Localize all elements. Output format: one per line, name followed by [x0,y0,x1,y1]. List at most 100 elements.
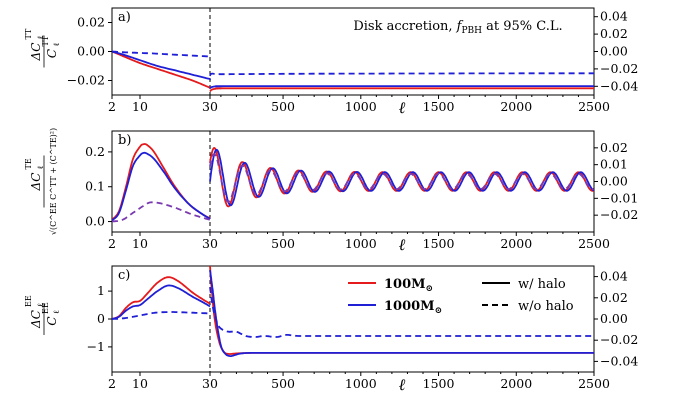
y-tick-label-right: −0.02 [600,61,638,76]
x-axis-label: ℓ [399,375,406,394]
x-tick-label: 10 [132,236,148,251]
y-tick-label-right: −0.04 [600,353,638,368]
series-line-right-3 [209,287,594,338]
x-tick-label: 2 [108,376,116,391]
annotation: Disk accretion, fPBH at 95% C.L. [353,19,562,36]
series-line-left-2 [112,284,211,320]
legend-label-1000: 1000M⊙ [384,299,442,316]
x-tick-label: 2000 [500,376,532,391]
x-tick-label: 2000 [500,99,532,114]
y-tick-label-left: 1 [97,283,105,298]
x-tick-label: 1500 [423,99,455,114]
x-tick-label: 2 [108,99,116,114]
x-tick-label: 2500 [578,236,610,251]
y-tick-label-left: 0.1 [85,179,105,194]
series-group [112,50,594,93]
series-line-right-1 [209,87,594,93]
y-tick-label-right: 0.02 [600,26,628,41]
series-line-right-3 [209,153,594,203]
x-tick-label: 500 [271,236,295,251]
y-label-numerator: ΔC [29,173,43,192]
x-tick-label: 2000 [500,236,532,251]
series-line-right-2 [209,85,594,89]
x-tick-label: 10 [132,99,148,114]
y-tick-label-left: 0 [97,311,105,326]
legend: 100M⊙ 1000M⊙ w/ halo w/o halo [348,277,574,316]
y-label-sub: ℓ [36,36,45,40]
panel-3: c)2 10 30 500 1000 1500 2000 2500ℓ10−10.040.020… [24,265,638,394]
y-tick-label-left: 0.02 [77,15,105,30]
series-group [112,143,594,223]
panel-2: b) 2 10 30 500 1000 1500 2000 2500 ℓ 0.2 0.1 0.0 0.02… [24,128,638,254]
x-tick-label: 2500 [578,376,610,391]
series-line-right-2 [209,148,594,207]
y-tick-label-left: 0.0 [85,214,105,229]
y-tick-label-right: 0.02 [600,140,628,155]
x-tick-label: 30 [202,236,218,251]
legend-sun-1000: ⊙ [435,306,443,316]
panel-label: b) [118,133,131,148]
series-line-right-2 [209,270,594,357]
x-tick-label: 500 [271,376,295,391]
legend-label-100: 100M⊙ [384,277,433,294]
y-tick-label-right: −0.02 [600,207,638,222]
x-tick-label: 30 [202,99,218,114]
x-tick-label: 2 [108,236,116,251]
y-tick-label-right: 0.00 [600,44,628,59]
y-tick-label-left: 0.00 [77,44,105,59]
panel-label: a) [118,10,131,25]
plot-frame [111,130,595,233]
y-label-sub: ℓ [36,303,45,307]
y-label-sup: EE [24,295,33,307]
series-line-right-3 [209,72,594,77]
x-tick-label: 30 [202,376,218,391]
y-tick-label-right: 0.00 [600,311,628,326]
x-tick-label: 1500 [423,236,455,251]
y-axis-label: ΔC TE ℓ √(C^EE C^TT + (C^TE)²) [24,128,58,235]
y-label-den-sub: ℓ [52,310,61,314]
y-tick-label-right: −0.02 [600,332,638,347]
y-label-numerator: ΔC [29,43,43,62]
y-label-sub: ℓ [36,166,45,170]
y-tick-label-left: −1 [87,339,105,354]
x-tick-label: 2500 [578,99,610,114]
x-axis-label: ℓ [399,235,406,254]
x-tick-label: 1000 [345,376,377,391]
y-label-numerator: ΔC [29,310,43,329]
series-group [112,266,594,357]
legend-sun-100: ⊙ [426,284,434,294]
series-line-left-2 [112,151,211,222]
y-tick-label-right: 0.02 [600,290,628,305]
x-tick-label: 1000 [345,99,377,114]
y-tick-label-right: −0.04 [600,78,638,93]
y-tick-label-right: 0.04 [600,9,628,24]
y-label-den-sup: TT [41,35,50,46]
x-tick-label: 1500 [423,376,455,391]
x-tick-label: 500 [271,99,295,114]
panel-label: c) [118,268,130,283]
x-tick-label: 10 [132,376,148,391]
y-tick-label-right: 0.01 [600,157,628,172]
y-label-sup: TE [24,158,33,169]
series-line-left-1 [112,276,211,320]
y-tick-label-right: 0.04 [600,269,628,284]
series-line-left-1 [112,50,211,89]
y-label-denominator: √(C^EE C^TT + (C^TE)²) [49,128,58,235]
series-line-left-3 [112,311,210,320]
legend-label-with-halo: w/ halo [518,277,566,292]
y-tick-label-left: −0.02 [67,73,105,88]
series-line-left-2 [112,50,211,81]
series-line-left-3 [112,201,211,223]
series-line-left-3 [112,50,211,58]
y-tick-label-left: 0.2 [85,144,105,159]
y-tick-label-right: −0.01 [600,190,638,205]
x-tick-label: 1000 [345,236,377,251]
y-label-denominator: C [45,49,59,58]
y-label-den-sup: EE [41,302,50,314]
y-label-denominator: C [45,316,59,325]
y-label-den-sub: ℓ [52,43,61,47]
panel-1: a) 2 10 30 500 1000 1500 2000 2500 ℓ 0.02 0.00 −0.02… [24,7,638,117]
